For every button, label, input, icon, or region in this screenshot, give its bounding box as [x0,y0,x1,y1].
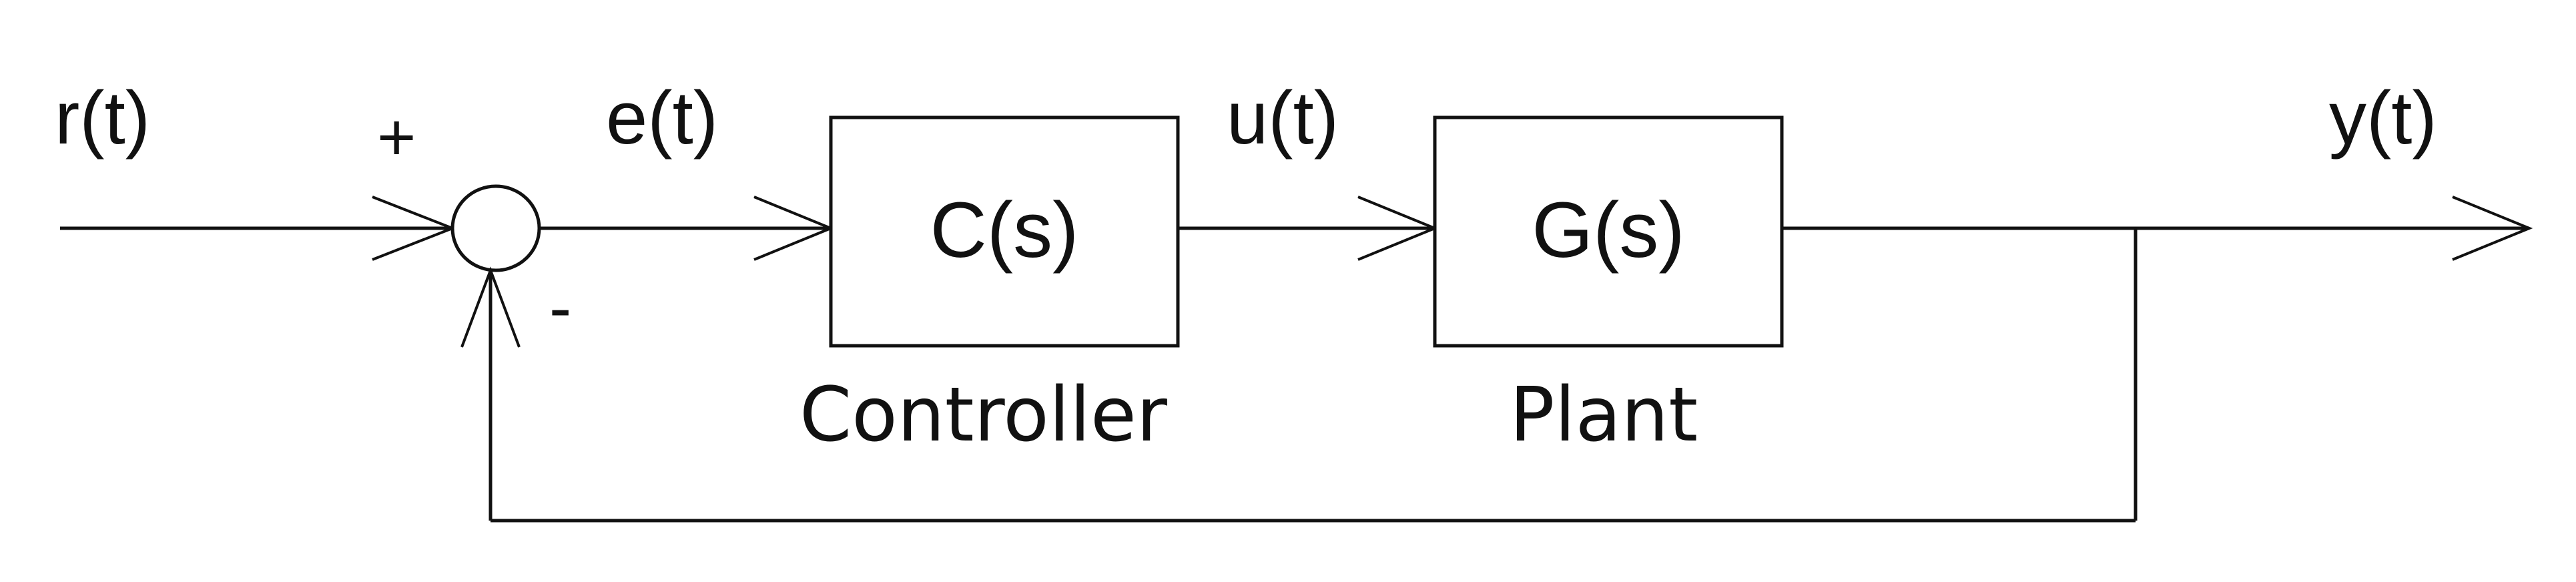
output-signal-label: y(t) [2329,76,2437,160]
output-arrowhead [2452,196,2533,261]
summing-junction [450,184,541,272]
control-signal-label: u(t) [1227,76,1339,160]
reference-signal-label: r(t) [55,76,150,160]
controller-caption: Controller [799,372,1168,459]
feedback-arrowhead [460,266,521,348]
plant-transfer-function: G(s) [1532,186,1684,274]
plus-sign: + [377,100,416,175]
controller-transfer-function: C(s) [930,186,1079,274]
controller-block [829,115,1180,348]
plant-block [1433,115,1784,348]
minus-sign: - [549,270,571,345]
plant-caption: Plant [1510,372,1698,459]
error-signal-label: e(t) [606,76,718,160]
